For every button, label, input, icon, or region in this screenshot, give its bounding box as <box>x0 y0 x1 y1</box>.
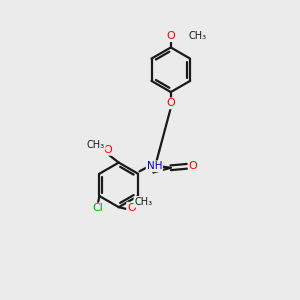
Text: O: O <box>189 161 197 171</box>
Text: NH: NH <box>147 161 162 171</box>
Text: CH₃: CH₃ <box>134 197 152 207</box>
Text: CH₃: CH₃ <box>188 31 206 41</box>
Text: O: O <box>127 203 136 213</box>
Text: O: O <box>167 31 175 41</box>
Text: O: O <box>103 145 112 155</box>
Text: O: O <box>167 98 175 108</box>
Text: CH₃: CH₃ <box>87 140 105 150</box>
Text: Cl: Cl <box>92 203 104 214</box>
